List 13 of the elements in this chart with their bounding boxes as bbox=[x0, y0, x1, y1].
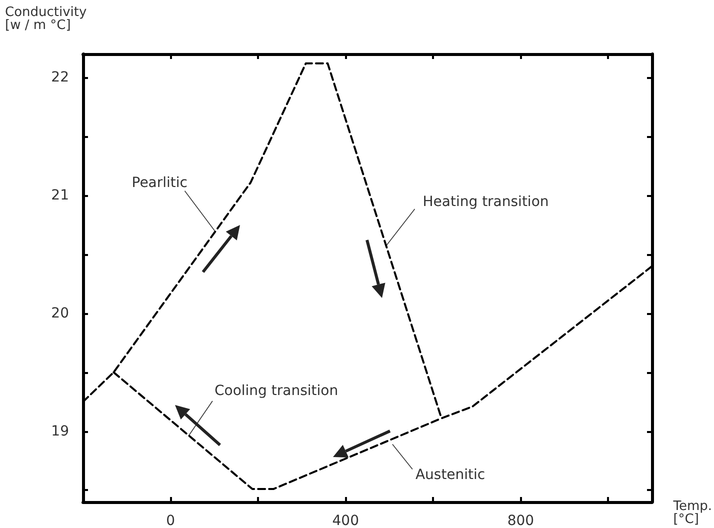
y-tick-label: 19 bbox=[51, 423, 69, 440]
x-tick-label: 400 bbox=[332, 513, 359, 528]
y-tick-label: 22 bbox=[51, 70, 69, 86]
x-tick-label: 800 bbox=[507, 513, 534, 528]
annotation: Pearlitic bbox=[132, 174, 188, 191]
annotation: Heating transition bbox=[422, 194, 549, 210]
annotation: Austenitic bbox=[415, 467, 486, 484]
y-tick-label: 21 bbox=[51, 187, 69, 204]
x-tick-label: 0 bbox=[166, 513, 175, 528]
y-tick-label: 20 bbox=[51, 305, 69, 322]
x-axis-title: Temp. [°C] bbox=[672, 499, 712, 527]
annotation: Cooling transition bbox=[214, 382, 338, 399]
y-axis-title: Conductivity [w / m °C] bbox=[5, 5, 88, 33]
